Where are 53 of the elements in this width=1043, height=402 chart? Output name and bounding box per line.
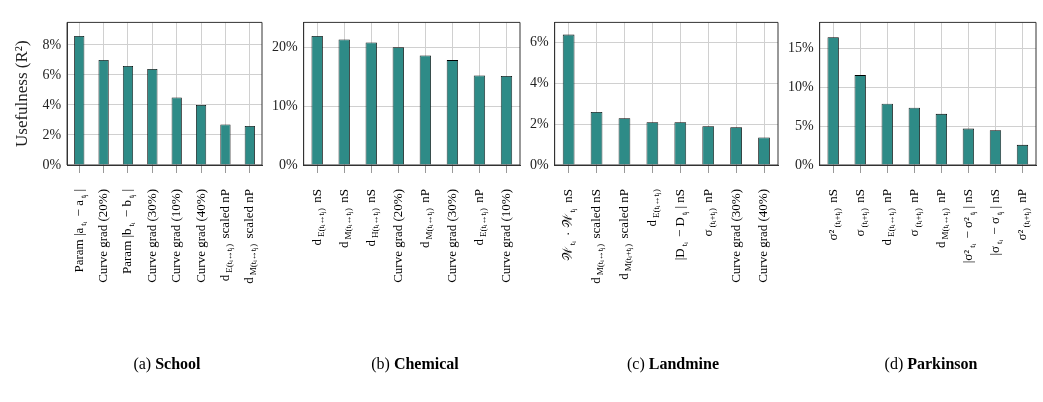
x-tick-label: 𝒲tᵢ · 𝒲tⱼ nS [560,189,578,262]
x-tick-label: Curve grad (10%) [497,189,513,283]
x-tick-label: dE(tᵢ↔tⱼ) nP [470,189,489,246]
y-tick-label: 4% [529,75,549,91]
text: (c) Landmine [626,355,720,373]
y-tick-label: 10% [787,79,814,95]
x-tick-label: Param |atᵢ − atⱼ| [70,188,89,273]
x-tick-label: σ(tᵢ+tⱼ) nP [905,189,924,237]
x-tick-label: dM(tᵢ↔tⱼ) nS [335,189,354,248]
x-tick-label: |σtᵢ − σtⱼ| nS [986,188,1005,256]
y-tick-label: 4% [42,96,62,112]
y-axis-title: Usefulness (R²) [11,40,31,147]
x-tick-label: dE(tᵢ↔tⱼ) scaled nP [216,188,235,282]
y-tick-label: 15% [787,40,814,56]
x-tick-label: dM(tᵢ↔tⱼ) nP [416,189,435,248]
x-tick-label: dE(tᵢ↔tⱼ) nP [878,189,897,246]
y-tick-label: 10% [271,97,298,113]
x-tick-label: Curve grad (30%) [727,189,743,283]
x-tick-label: dE(tᵢ↔tⱼ) nS [308,189,327,246]
x-tick-label: Curve grad (20%) [389,189,405,283]
text: (d) Parkinson [883,355,979,373]
x-tick-label: dM(tᵢ↔tⱼ) scaled nS [587,188,606,284]
x-tick-label: Curve grad (40%) [755,189,771,283]
x-tick-label: Curve grad (30%) [443,189,459,283]
x-tick-label: σ(tᵢ+tⱼ) nS [851,189,870,237]
y-tick-label: 5% [794,117,814,133]
y-tick-label: 6% [529,34,549,50]
y-tick-label: 20% [271,38,298,54]
y-tick-label: 0% [278,156,298,172]
y-tick-label: 2% [529,115,549,131]
x-tick-label: σ(tᵢ+tⱼ) nP [699,189,718,237]
text: (b) Chemical [370,355,460,373]
x-tick-label: |σ²tᵢ − σ²tⱼ| nS [959,188,978,264]
y-tick-label: 0% [42,156,62,172]
x-tick-label: Param |btᵢ − btⱼ| [119,188,138,274]
x-tick-label: dM(tᵢ↔tⱼ) nP [932,189,951,248]
x-tick-label: dH(tᵢ↔tⱼ) nS [362,189,381,247]
x-tick-label: Curve grad (20%) [95,189,111,283]
y-tick-label: 0% [794,156,814,172]
x-tick-label: dM(tᵢ+tⱼ) scaled nP [615,188,634,280]
x-tick-label: Curve grad (30%) [143,189,159,283]
x-tick-label: σ²(tᵢ+tⱼ) nP [1013,189,1032,241]
y-tick-label: 0% [529,156,549,172]
y-tick-label: 2% [42,126,62,142]
x-tick-label: Curve grad (10%) [168,189,184,283]
x-tick-label: σ²(tᵢ+tⱼ) nS [824,189,843,241]
y-tick-label: 6% [42,66,62,82]
x-tick-label: Curve grad (40%) [192,189,208,283]
y-tick-label: 8% [42,36,62,52]
x-tick-label: dE(tᵢ↔tⱼ) [643,189,662,227]
x-tick-label: |Dtᵢ − Dtⱼ| nS [671,188,690,261]
text: (a) School [132,355,202,373]
x-tick-label: dM(tᵢ↔tⱼ) scaled nP [241,188,260,284]
